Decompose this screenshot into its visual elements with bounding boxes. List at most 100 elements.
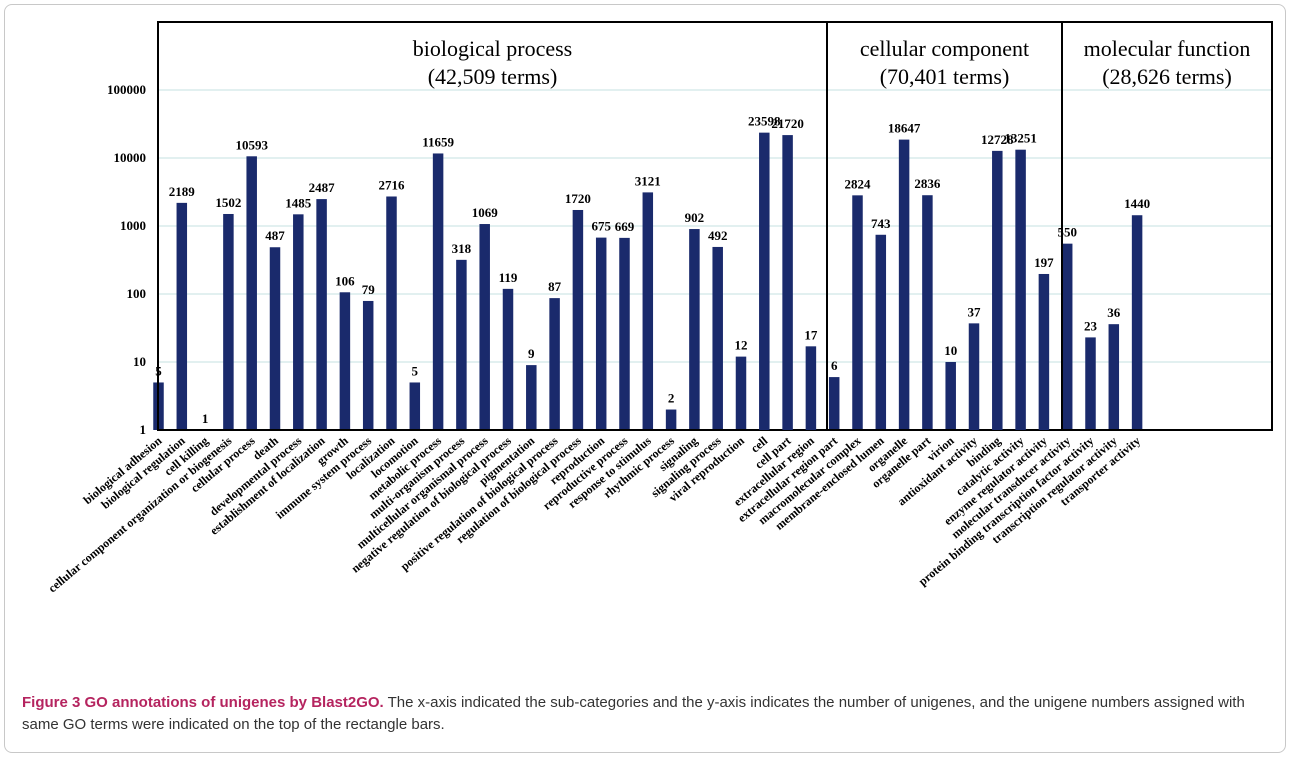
bar [432,153,444,430]
bar [992,150,1003,430]
bar-value-label: 1720 [565,191,591,206]
bar-value-label: 79 [362,282,376,297]
bar-value-label: 10593 [235,137,268,152]
bar-value-label: 1069 [472,205,499,220]
bar-value-label: 37 [968,304,982,319]
bar [852,195,863,430]
bar [759,132,770,431]
bar [502,288,514,430]
bar [945,362,956,430]
bar-value-label: 1 [202,411,209,426]
bar [362,300,374,430]
bar-value-label: 197 [1034,255,1054,270]
bar-value-label: 1502 [215,195,241,210]
bar-value-label: 902 [685,210,705,225]
bar-value-label: 13251 [1004,131,1037,146]
bar [1131,215,1143,430]
bar-value-label: 2716 [379,177,406,192]
bar [526,365,537,430]
bar [293,214,304,430]
bar-value-label: 2836 [914,176,941,191]
bar [223,213,234,430]
group-subtitle: (42,509 terms) [428,64,558,89]
bar-value-label: 23 [1084,318,1098,333]
bar [968,323,980,430]
group-title: cellular component [860,36,1029,61]
bar-value-label: 9 [528,346,535,361]
bar [735,356,747,430]
bar [176,202,188,430]
bar [1085,337,1096,430]
bar-value-label: 743 [871,216,891,231]
bar-value-label: 10 [944,343,957,358]
bar-value-label: 5 [412,363,419,378]
bar-value-label: 21720 [771,116,804,131]
bar-value-label: 12 [735,338,748,353]
bar [1038,273,1050,430]
bar-value-label: 2487 [309,180,336,195]
group-subtitle: (28,626 terms) [1102,64,1232,89]
group-subtitle: (70,401 terms) [880,64,1010,89]
bar-value-label: 12728 [981,132,1014,147]
bar [782,135,793,430]
bar-value-label: 318 [452,241,472,256]
bar [316,199,327,430]
bar [805,346,817,430]
bar [619,237,630,430]
figure-caption: Figure 3 GO annotations of unigenes by B… [22,692,1272,736]
bar [246,156,257,430]
bar [1061,243,1073,430]
bar [712,246,723,430]
bar-value-label: 11659 [422,134,454,149]
bar [1108,324,1120,430]
bar [339,292,351,430]
bar [689,229,700,430]
bar-value-label: 23598 [748,114,781,129]
bar-value-label: 106 [335,273,355,288]
bar-value-label: 87 [548,279,562,294]
bar-value-label: 2824 [845,176,872,191]
bar [898,139,910,431]
bar-value-label: 18647 [888,121,921,136]
bar-value-label: 1485 [285,195,312,210]
bar-value-label: 2 [668,391,675,406]
bar [456,259,467,430]
bar [549,298,560,430]
y-tick-label: 100 [127,286,147,301]
bar [922,195,933,430]
bar [875,234,887,430]
y-tick-label: 100000 [107,82,146,97]
bar [386,196,397,430]
bar [572,209,584,430]
y-tick-label: 1000 [120,218,146,233]
bar [595,237,607,430]
bar [479,224,490,430]
y-tick-label: 1 [140,422,147,437]
bar [828,377,840,430]
group-title: biological process [413,36,572,61]
bar-value-label: 36 [1107,305,1121,320]
bar-value-label: 2189 [169,184,196,199]
bar-value-label: 1440 [1124,196,1150,211]
bar-value-label: 17 [804,327,818,342]
group-title: molecular function [1084,36,1251,61]
figure-frame [4,4,1286,753]
y-tick-label: 10000 [114,150,147,165]
bar [665,409,677,430]
y-tick-label: 10 [133,354,146,369]
caption-label: Figure 3 GO annotations of unigenes by B… [22,694,384,711]
bar-value-label: 669 [615,219,635,234]
bar [1015,149,1026,431]
bar-value-label: 492 [708,228,728,243]
bar [269,247,281,430]
bar-value-label: 487 [265,228,285,243]
bar-value-label: 119 [499,270,518,285]
bar [409,382,421,430]
group-panel-border [1061,21,1273,431]
bar [642,192,654,430]
caption-text: The x-axis indicated the sub-categories … [22,694,1245,733]
bar-value-label: 550 [1057,225,1077,240]
bar-value-label: 6 [831,358,838,373]
bar-value-label: 3121 [635,173,661,188]
